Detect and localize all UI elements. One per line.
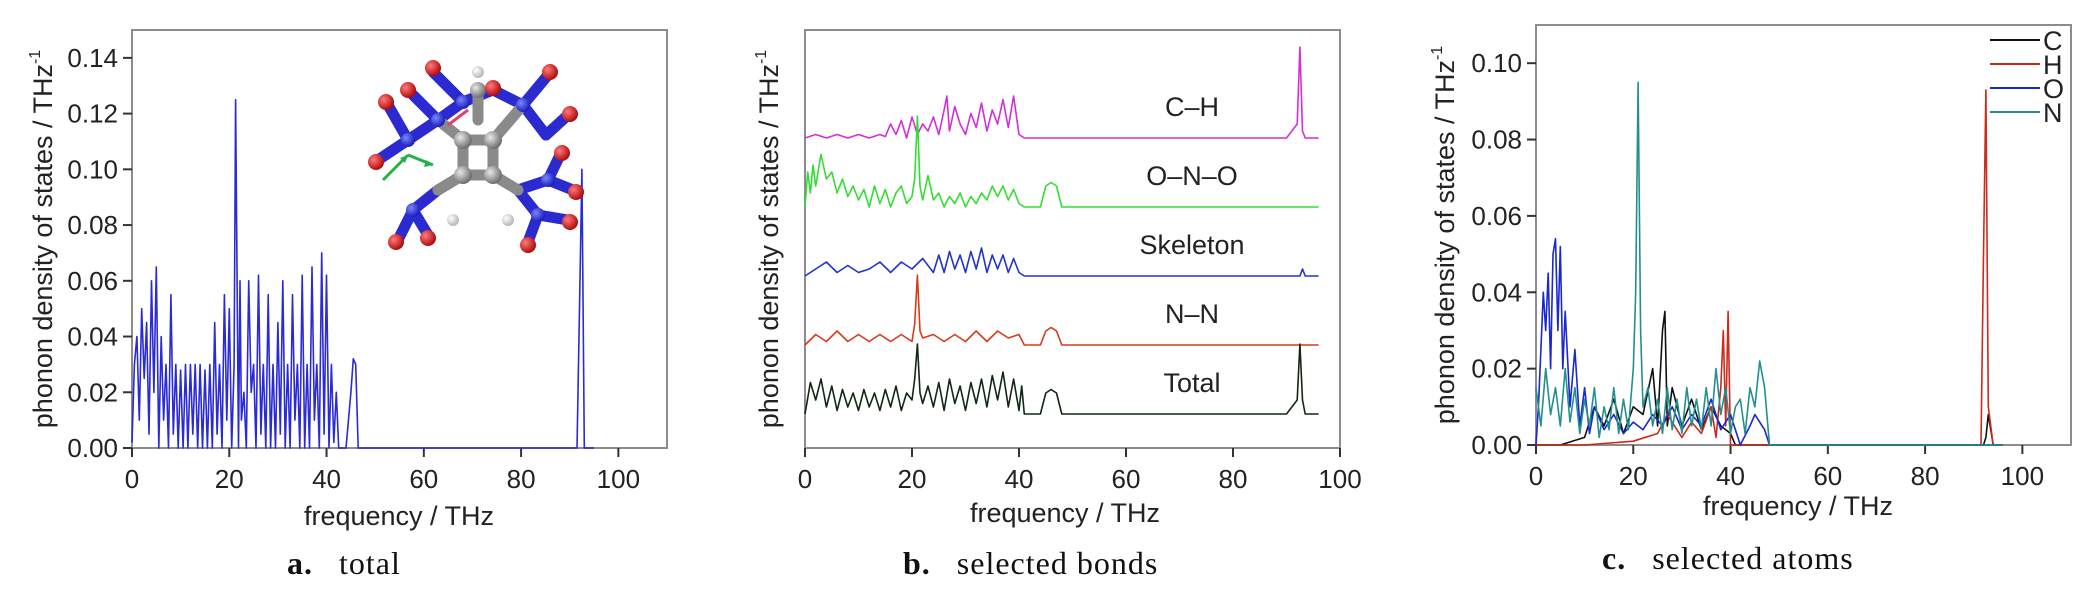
series-label-b-1: O–N–O <box>1146 161 1238 191</box>
x-tick-label-b-1: 20 <box>898 464 927 494</box>
x-tick-label-b-2: 40 <box>1005 464 1034 494</box>
y-axis-label-a: phonon density of states / THz-1 <box>27 50 58 429</box>
series-label-b-0: C–H <box>1165 92 1219 122</box>
series-line-c-o <box>1535 238 2003 446</box>
legend-label-n: N <box>2043 98 2063 128</box>
caption-b: b. selected bonds <box>903 545 1158 582</box>
x-tick-label-b-0: 0 <box>798 464 812 494</box>
x-axis-label-a: frequency / THz <box>304 501 494 531</box>
legend-label-c: C <box>2043 26 2063 56</box>
x-tick-label-a-5: 100 <box>597 464 640 494</box>
x-tick-label-c-0: 0 <box>1529 461 1543 491</box>
series-line-c-h <box>1536 89 2003 446</box>
x-axis-label-b: frequency / THz <box>970 498 1160 528</box>
y-axis-label-sup-b: -1 <box>753 50 770 64</box>
y-tick-label-a-5: 0.10 <box>67 154 118 184</box>
caption-c-letter: c. <box>1602 540 1627 576</box>
molecule-inset <box>368 60 584 253</box>
y-tick-label-a-6: 0.12 <box>67 99 118 129</box>
caption-b-letter: b. <box>903 545 931 581</box>
y-axis-label-sup-a: -1 <box>27 50 44 64</box>
y-tick-label-c-1: 0.02 <box>1471 354 1522 384</box>
y-tick-label-c-2: 0.04 <box>1471 277 1522 307</box>
y-ticks-c: 0.00 0.02 0.04 0.06 0.08 0.10 <box>1471 48 1536 460</box>
panel-a-total: 0 20 40 60 80 100 0.00 0.02 0.04 0.06 0.08 0.10 0.1… <box>27 29 668 531</box>
y-tick-label-c-5: 0.10 <box>1471 48 1522 78</box>
x-ticks-c: 0 20 40 60 80 100 <box>1529 445 2044 491</box>
y-axis-label-text-b: phonon density of states / THz <box>754 64 784 428</box>
series-c <box>1535 81 2003 446</box>
x-tick-label-c-5: 100 <box>2001 461 2044 491</box>
series-label-b-4: Total <box>1163 368 1220 398</box>
y-tick-label-a-0: 0.00 <box>67 433 118 463</box>
legend-label-o: O <box>2043 74 2064 104</box>
x-tick-label-b-4: 80 <box>1219 464 1248 494</box>
caption-a-text: total <box>339 545 401 581</box>
caption-c-text: selected atoms <box>1652 540 1854 576</box>
y-tick-label-a-7: 0.14 <box>67 43 118 73</box>
y-tick-label-a-3: 0.06 <box>67 266 118 296</box>
x-tick-label-a-3: 60 <box>409 464 438 494</box>
x-tick-label-c-1: 20 <box>1619 461 1648 491</box>
series-b <box>804 46 1319 415</box>
legend-label-h: H <box>2043 50 2063 80</box>
y-ticks-a: 0.00 0.02 0.04 0.06 0.08 0.10 0.12 0.14 <box>67 43 132 463</box>
series-line-c-c <box>1536 310 2003 446</box>
series-labels-b: C–H O–N–O Skeleton N–N Total <box>1139 92 1244 398</box>
series-label-b-2: Skeleton <box>1139 230 1244 260</box>
y-tick-label-c-0: 0.00 <box>1471 430 1522 460</box>
x-tick-label-c-4: 80 <box>1911 461 1940 491</box>
x-tick-label-c-3: 60 <box>1813 461 1842 491</box>
caption-a: a. total <box>287 545 401 582</box>
x-tick-label-a-1: 20 <box>215 464 244 494</box>
y-axis-label-text-a: phonon density of states / THz <box>28 64 58 428</box>
x-tick-label-a-0: 0 <box>125 464 139 494</box>
series-line-b-skeleton <box>804 247 1319 277</box>
y-axis-label-c: phonon density of states / THz-1 <box>1429 46 1460 425</box>
y-axis-label-text-c: phonon density of states / THz <box>1430 60 1460 424</box>
x-ticks-b: 0 20 40 60 80 100 <box>798 448 1362 494</box>
caption-b-text: selected bonds <box>956 545 1159 581</box>
x-ticks-a: 0 20 40 60 80 100 <box>125 448 640 494</box>
y-tick-label-a-2: 0.04 <box>67 322 118 352</box>
series-line-b-nn <box>804 274 1319 346</box>
x-tick-label-b-5: 100 <box>1318 464 1361 494</box>
series-line-c-n <box>1535 81 2003 446</box>
series-a <box>131 98 594 449</box>
y-tick-label-c-3: 0.06 <box>1471 201 1522 231</box>
y-axis-label-sup-c: -1 <box>1429 46 1446 60</box>
caption-c: c. selected atoms <box>1602 540 1854 577</box>
x-tick-label-a-2: 40 <box>312 464 341 494</box>
plot-frame-b <box>804 29 1341 449</box>
x-axis-label-c: frequency / THz <box>1703 491 1893 521</box>
caption-a-letter: a. <box>287 545 313 581</box>
y-tick-label-c-4: 0.08 <box>1471 125 1522 155</box>
series-label-b-3: N–N <box>1165 299 1219 329</box>
x-tick-label-c-2: 40 <box>1716 461 1745 491</box>
x-tick-label-a-4: 80 <box>507 464 536 494</box>
series-line-b-ch <box>804 46 1319 139</box>
series-line-a-0 <box>131 98 594 449</box>
y-tick-label-a-1: 0.02 <box>67 377 118 407</box>
x-tick-label-b-3: 60 <box>1112 464 1141 494</box>
series-line-b-total <box>804 343 1319 415</box>
panel-b-selected-bonds: 0 20 40 60 80 100 C–H O–N–O Skeleton N–N Total fr… <box>753 29 1362 528</box>
panel-c-selected-atoms: 0 20 40 60 80 100 0.00 0.02 0.04 0.06 0.08 0.10 CH… <box>1429 24 2072 521</box>
y-tick-label-a-4: 0.08 <box>67 210 118 240</box>
y-axis-label-b: phonon density of states / THz-1 <box>753 50 784 429</box>
series-line-b-ono <box>804 115 1319 208</box>
